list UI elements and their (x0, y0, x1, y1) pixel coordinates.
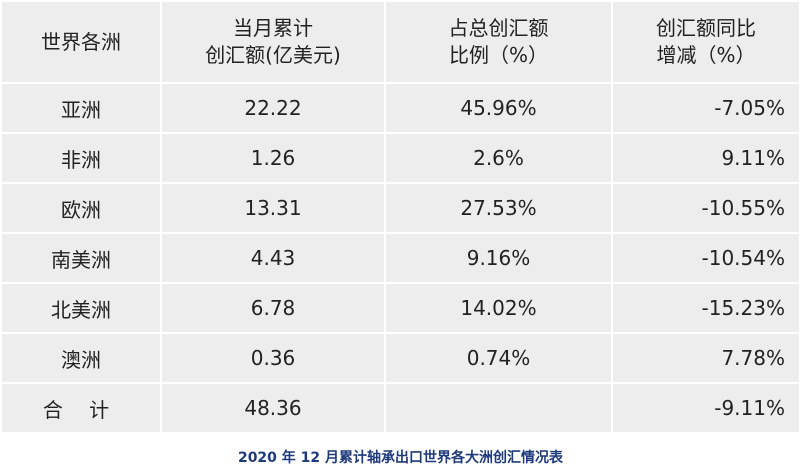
header-cell-share: 占总创汇额 比例（%） (386, 2, 611, 82)
table-row: 非洲 1.26 2.6% 9.11% (2, 134, 799, 182)
table-header-row: 世界各洲 当月累计 创汇额(亿美元) 占总创汇额 比例（%） 创汇额同比 增减（… (2, 2, 799, 82)
export-table-container: 世界各洲 当月累计 创汇额(亿美元) 占总创汇额 比例（%） 创汇额同比 增减（… (2, 2, 799, 432)
header-text: 当月累计 (233, 16, 313, 40)
continent-cell: 南美洲 (2, 234, 160, 282)
continent-cell: 欧洲 (2, 184, 160, 232)
header-cell-continent: 世界各洲 (2, 2, 160, 82)
table-row: 北美洲 6.78 14.02% -15.23% (2, 284, 799, 332)
header-cell-yoy-change: 创汇额同比 增减（%） (613, 2, 799, 82)
yoy-change-cell: 7.78% (613, 334, 799, 382)
share-cell (386, 384, 611, 432)
total-label-cell: 合 计 (2, 384, 160, 432)
header-text: 创汇额同比 (656, 16, 756, 40)
header-text: 世界各洲 (41, 29, 121, 54)
yoy-change-cell: 9.11% (613, 134, 799, 182)
continent-cell: 非洲 (2, 134, 160, 182)
earnings-cell: 1.26 (162, 134, 384, 182)
yoy-change-cell: -10.54% (613, 234, 799, 282)
export-table: 世界各洲 当月累计 创汇额(亿美元) 占总创汇额 比例（%） 创汇额同比 增减（… (2, 2, 799, 432)
table-row: 欧洲 13.31 27.53% -10.55% (2, 184, 799, 232)
table-row: 亚洲 22.22 45.96% -7.05% (2, 84, 799, 132)
earnings-cell: 48.36 (162, 384, 384, 432)
earnings-cell: 13.31 (162, 184, 384, 232)
header-text: 增减（%） (656, 43, 756, 67)
earnings-cell: 6.78 (162, 284, 384, 332)
table-row: 南美洲 4.43 9.16% -10.54% (2, 234, 799, 282)
earnings-cell: 0.36 (162, 334, 384, 382)
yoy-change-cell: -9.11% (613, 384, 799, 432)
header-text: 比例（%） (448, 43, 548, 67)
header-text: 创汇额(亿美元) (205, 43, 341, 67)
table-row: 澳洲 0.36 0.74% 7.78% (2, 334, 799, 382)
share-cell: 14.02% (386, 284, 611, 332)
table-row-total: 合 计 48.36 -9.11% (2, 384, 799, 432)
share-cell: 9.16% (386, 234, 611, 282)
share-cell: 27.53% (386, 184, 611, 232)
yoy-change-cell: -15.23% (613, 284, 799, 332)
header-text: 占总创汇额 (448, 16, 549, 40)
header-cell-cumulative-earnings: 当月累计 创汇额(亿美元) (162, 2, 384, 82)
continent-cell: 亚洲 (2, 84, 160, 132)
yoy-change-cell: -10.55% (613, 184, 799, 232)
yoy-change-cell: -7.05% (613, 84, 799, 132)
share-cell: 2.6% (386, 134, 611, 182)
earnings-cell: 4.43 (162, 234, 384, 282)
table-caption: 2020 年 12 月累计轴承出口世界各大洲创汇情况表 (237, 450, 564, 466)
earnings-cell: 22.22 (162, 84, 384, 132)
share-cell: 45.96% (386, 84, 611, 132)
share-cell: 0.74% (386, 334, 611, 382)
continent-cell: 北美洲 (2, 284, 160, 332)
continent-cell: 澳洲 (2, 334, 160, 382)
